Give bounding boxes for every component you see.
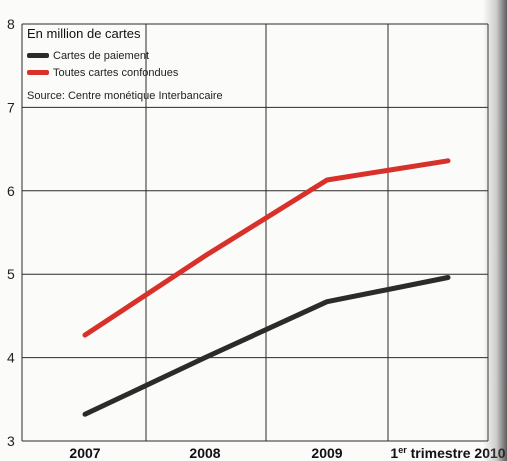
chart-source: Source: Centre monétique Interbancaire	[27, 90, 223, 102]
page-edge-shadow	[483, 0, 507, 461]
y-axis: 3 4 5 6 7 8	[7, 16, 15, 449]
y-tick-label: 5	[7, 266, 15, 282]
series-line-0	[82, 275, 451, 417]
legend-swatch-toutes-cartes	[27, 70, 49, 75]
series-lines	[82, 158, 451, 417]
series-line-1	[82, 158, 451, 338]
y-tick-label: 7	[7, 99, 15, 115]
x-tick-label: 1er trimestre 2010	[390, 445, 505, 461]
y-tick-label: 3	[7, 433, 15, 449]
x-axis: 2007 2008 2009 1er trimestre 2010	[69, 445, 505, 461]
chart-title: En million de cartes	[27, 26, 141, 41]
x-tick-label: 2008	[189, 445, 220, 461]
grid	[21, 23, 489, 442]
legend-label-toutes-cartes: Toutes cartes confondues	[53, 67, 179, 79]
x-tick-label: 2009	[311, 445, 342, 461]
y-tick-label: 4	[7, 350, 15, 366]
x-tick-label: 2007	[69, 445, 100, 461]
y-tick-label: 6	[7, 183, 15, 199]
legend-label-cartes-de-paiement: Cartes de paiement	[53, 50, 149, 62]
legend-swatch-cartes-de-paiement	[27, 53, 49, 58]
y-tick-label: 8	[7, 16, 15, 32]
legend: En million de cartes Cartes de paiement …	[27, 26, 223, 102]
